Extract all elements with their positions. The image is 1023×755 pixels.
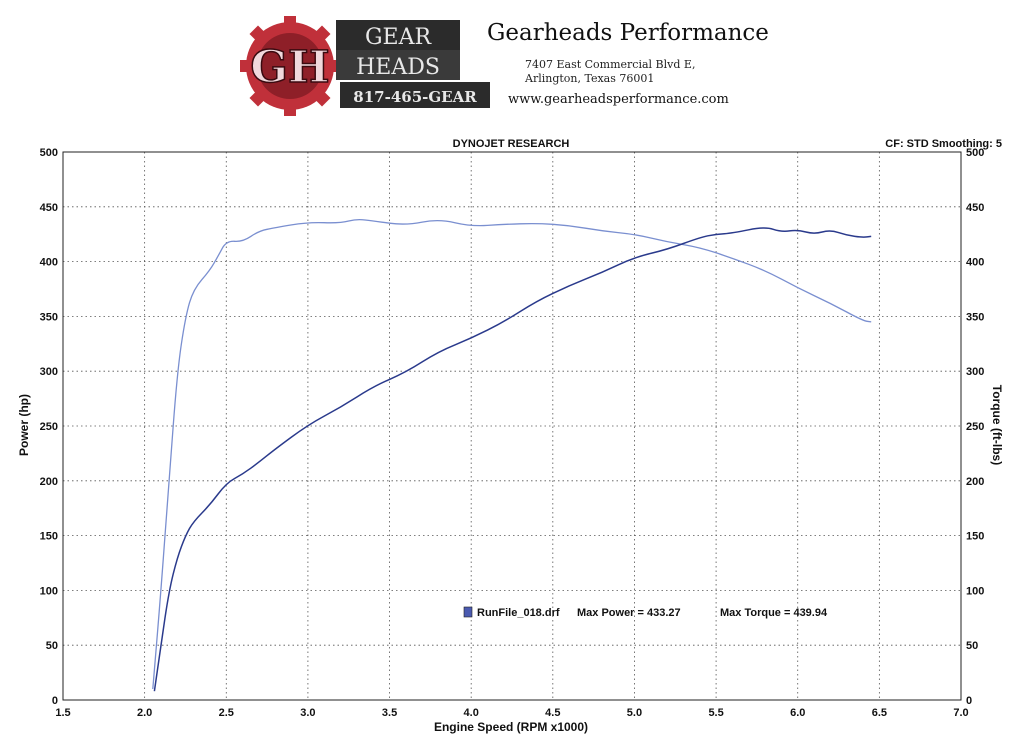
- right-y-tick-label: 200: [966, 476, 984, 488]
- right-y-tick-label: 250: [966, 421, 984, 433]
- logo-plate-3: [340, 82, 490, 108]
- legend-annotation: RunFile_018.drf Max Power = 433.27 Max T…: [463, 606, 828, 619]
- left-y-tick-label: 500: [40, 147, 58, 159]
- left-y-tick-label: 150: [40, 531, 58, 543]
- x-tick-label: 4.5: [545, 707, 560, 719]
- logo-text-heads: HEADS: [356, 55, 440, 80]
- legend-runfile: RunFile_018.drf: [477, 607, 560, 619]
- address-line-1: 7407 East Commercial Blvd E,: [525, 58, 696, 71]
- x-tick-label: 4.0: [464, 707, 479, 719]
- legend-max-power: Max Power = 433.27: [577, 607, 681, 619]
- left-y-axis-ticks: 0 50 100 150 200 250 300 350 400 450 500: [40, 147, 58, 707]
- left-y-axis-label: Power (hp): [17, 394, 31, 456]
- gearheads-logo: GH GEAR HEADS 817-465-GEAR: [240, 14, 500, 124]
- power-series-line: [153, 227, 872, 692]
- right-y-tick-label: 50: [966, 640, 978, 652]
- right-y-tick-label: 300: [966, 366, 984, 378]
- left-y-tick-label: 50: [46, 640, 58, 652]
- left-y-tick-label: 100: [40, 585, 58, 597]
- right-y-tick-label: 100: [966, 585, 984, 597]
- left-y-tick-label: 250: [40, 421, 58, 433]
- right-y-tick-label: 500: [966, 147, 984, 159]
- dyno-report-header: GH GEAR HEADS 817-465-GEAR Gearheads Per…: [0, 0, 1023, 130]
- logo-plate-1: [336, 20, 460, 50]
- right-y-tick-label: 350: [966, 311, 984, 323]
- x-axis-ticks: 1.5 2.0 2.5 3.0 3.5 4.0 4.5 5.0 5.5 6.0 6.5 7.0: [55, 707, 968, 719]
- logo-gear-inner: [257, 33, 323, 99]
- legend-swatch: [463, 606, 473, 618]
- right-y-tick-label: 450: [966, 202, 984, 214]
- right-y-tick-label: 400: [966, 257, 984, 269]
- x-tick-label: 7.0: [953, 707, 968, 719]
- website-link: www.gearheadsperformance.com: [508, 92, 729, 107]
- logo-plate-2: [336, 50, 460, 80]
- company-name: Gearheads Performance: [487, 20, 769, 46]
- right-y-tick-label: 0: [966, 695, 972, 707]
- x-tick-label: 3.5: [382, 707, 397, 719]
- torque-series-line: [152, 218, 872, 690]
- x-tick-label: 5.0: [627, 707, 642, 719]
- x-tick-label: 2.5: [219, 707, 234, 719]
- x-tick-label: 1.5: [55, 707, 70, 719]
- x-tick-label: 5.5: [708, 707, 723, 719]
- x-axis-label: Engine Speed (RPM x1000): [434, 720, 588, 734]
- left-y-tick-label: 350: [40, 311, 58, 323]
- left-y-tick-label: 300: [40, 366, 58, 378]
- address-line-2: Arlington, Texas 76001: [525, 72, 655, 85]
- chart-grid: [63, 152, 961, 700]
- plot-frame: [62, 151, 962, 701]
- chart-corner-label: CF: STD Smoothing: 5: [885, 138, 1002, 150]
- left-y-tick-label: 450: [40, 202, 58, 214]
- right-y-axis-label: Torque (ft-lbs): [990, 385, 1004, 465]
- right-y-tick-label: 150: [966, 531, 984, 543]
- chart-title: DYNOJET RESEARCH: [453, 138, 570, 150]
- x-tick-label: 6.0: [790, 707, 805, 719]
- right-y-axis-ticks: 0 50 100 150 200 250 300 350 400 450 500: [966, 147, 984, 707]
- logo-text-gear: GEAR: [365, 25, 433, 50]
- x-tick-label: 3.0: [300, 707, 315, 719]
- left-y-tick-label: 200: [40, 476, 58, 488]
- logo-phone: 817-465-GEAR: [353, 88, 477, 106]
- legend-max-torque: Max Torque = 439.94: [720, 607, 828, 619]
- left-y-tick-label: 0: [52, 695, 58, 707]
- left-y-tick-label: 400: [40, 257, 58, 269]
- x-tick-label: 2.0: [137, 707, 152, 719]
- gear-logo-icon: GH GEAR HEADS 817-465-GEAR: [240, 16, 490, 116]
- logo-initials: GH: [250, 42, 329, 93]
- x-tick-label: 6.5: [872, 707, 887, 719]
